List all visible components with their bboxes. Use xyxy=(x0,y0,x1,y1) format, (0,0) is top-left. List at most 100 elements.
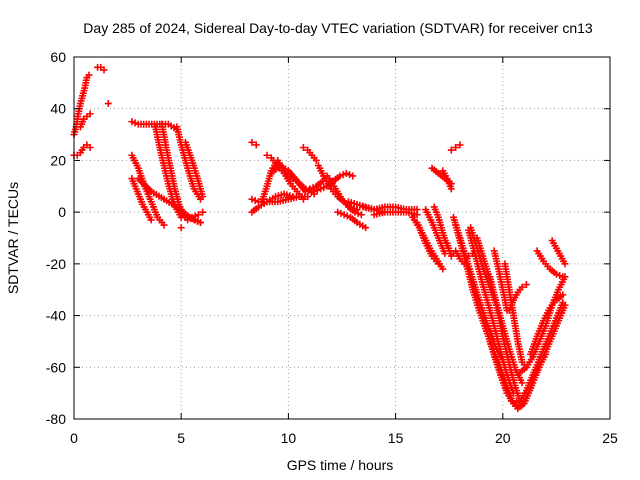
data-point-interp xyxy=(339,171,347,179)
data-point-interp xyxy=(193,217,201,225)
data-point xyxy=(413,211,421,219)
series-arc-57 xyxy=(548,237,569,268)
x-axis-label: GPS time / hours xyxy=(287,457,394,473)
data-point xyxy=(559,299,567,307)
series-arc-16 xyxy=(177,224,185,232)
data-point xyxy=(447,185,455,193)
data-point xyxy=(559,291,567,299)
data-point xyxy=(561,260,569,268)
series-arc-17 xyxy=(248,138,260,149)
data-point xyxy=(299,195,307,203)
y-tick-label: -20 xyxy=(46,256,66,272)
data-point-interp xyxy=(309,184,317,192)
series-arc-03 xyxy=(76,110,94,131)
series-arc-35 xyxy=(422,206,449,258)
data-point xyxy=(199,208,207,216)
x-tick-label: 10 xyxy=(281,430,297,446)
data-point xyxy=(518,283,526,291)
y-tick-label: -80 xyxy=(46,411,66,427)
y-axis-label: SDTVAR / TECUs xyxy=(5,182,21,294)
data-point-interp xyxy=(513,398,521,406)
data-point-interp xyxy=(320,184,328,192)
series-arc-13 xyxy=(181,138,207,201)
data-point xyxy=(310,187,318,195)
series-arc-29 xyxy=(334,208,370,232)
y-tick-label: 20 xyxy=(50,152,66,168)
data-point xyxy=(128,118,136,126)
series-arc-50 xyxy=(490,299,567,407)
y-tick-label: 0 xyxy=(58,204,66,220)
series-arc-21 xyxy=(263,151,307,203)
x-tick-label: 15 xyxy=(388,430,404,446)
data-point xyxy=(248,138,256,146)
data-point xyxy=(317,185,325,193)
data-point-interp xyxy=(251,197,259,205)
data-point-interp xyxy=(337,209,345,217)
series-arc-04 xyxy=(94,63,108,74)
data-point xyxy=(456,141,464,149)
data-point xyxy=(196,218,204,226)
series-arc-28 xyxy=(325,175,365,219)
data-point xyxy=(104,100,112,108)
data-point xyxy=(439,265,447,273)
data-point xyxy=(559,273,567,281)
series-arc-47 xyxy=(486,273,524,405)
data-point xyxy=(351,208,359,216)
x-tick-label: 20 xyxy=(495,430,511,446)
data-point xyxy=(299,144,307,151)
data-point xyxy=(510,399,518,407)
data-point xyxy=(85,71,93,79)
data-point xyxy=(357,211,365,219)
data-point-interp xyxy=(343,212,351,220)
series-arc-19 xyxy=(248,190,297,216)
tick-layer: 0 5 10 15 20 25 -80 -60 -40 -20 0 20 40 60 xyxy=(46,49,618,446)
series-arc-11 xyxy=(158,120,192,224)
data-point-interp xyxy=(556,271,564,279)
data-point-interp xyxy=(187,215,195,223)
series-arc-34 xyxy=(413,218,447,273)
data-point xyxy=(86,110,94,118)
y-tick-label: -60 xyxy=(46,359,66,375)
series-arc-55 xyxy=(527,291,567,358)
data-point xyxy=(362,224,370,232)
data-layer xyxy=(70,63,569,413)
chart-title: Day 285 of 2024, Sidereal Day-to-day VTE… xyxy=(83,20,593,36)
data-point xyxy=(522,281,530,289)
data-point xyxy=(518,379,526,387)
series-arc-39 xyxy=(447,141,464,154)
data-point-interp xyxy=(180,212,188,220)
data-point xyxy=(334,208,342,216)
data-point-interp xyxy=(131,119,139,127)
series-arc-02 xyxy=(70,141,94,159)
data-point xyxy=(188,213,196,221)
y-tick-label: 40 xyxy=(50,101,66,117)
x-tick-label: 5 xyxy=(177,430,185,446)
series-arc-06 xyxy=(128,118,181,133)
data-point xyxy=(147,216,155,224)
data-point-interp xyxy=(313,186,321,194)
series-arc-08 xyxy=(128,175,155,224)
series-arc-53 xyxy=(505,281,530,314)
data-point-interp xyxy=(346,171,354,179)
data-point xyxy=(447,146,455,154)
data-point xyxy=(252,141,260,149)
plot-frame xyxy=(73,56,611,420)
data-point xyxy=(177,211,185,219)
data-point xyxy=(289,193,297,201)
data-point xyxy=(199,193,207,201)
series-arc-24 xyxy=(299,144,320,164)
series-arc-52 xyxy=(490,247,511,314)
data-point xyxy=(177,224,185,232)
y-tick-label: 60 xyxy=(50,49,66,65)
x-tick-label: 0 xyxy=(70,430,78,446)
data-point-interp xyxy=(354,209,362,217)
data-point xyxy=(336,172,344,180)
series-arc-05 xyxy=(104,100,112,108)
data-point xyxy=(304,193,312,201)
data-point-interp xyxy=(191,212,199,220)
series-arc-36 xyxy=(430,203,451,250)
data-point xyxy=(312,156,320,164)
data-point xyxy=(552,270,560,278)
series-arc-15 xyxy=(188,208,207,221)
